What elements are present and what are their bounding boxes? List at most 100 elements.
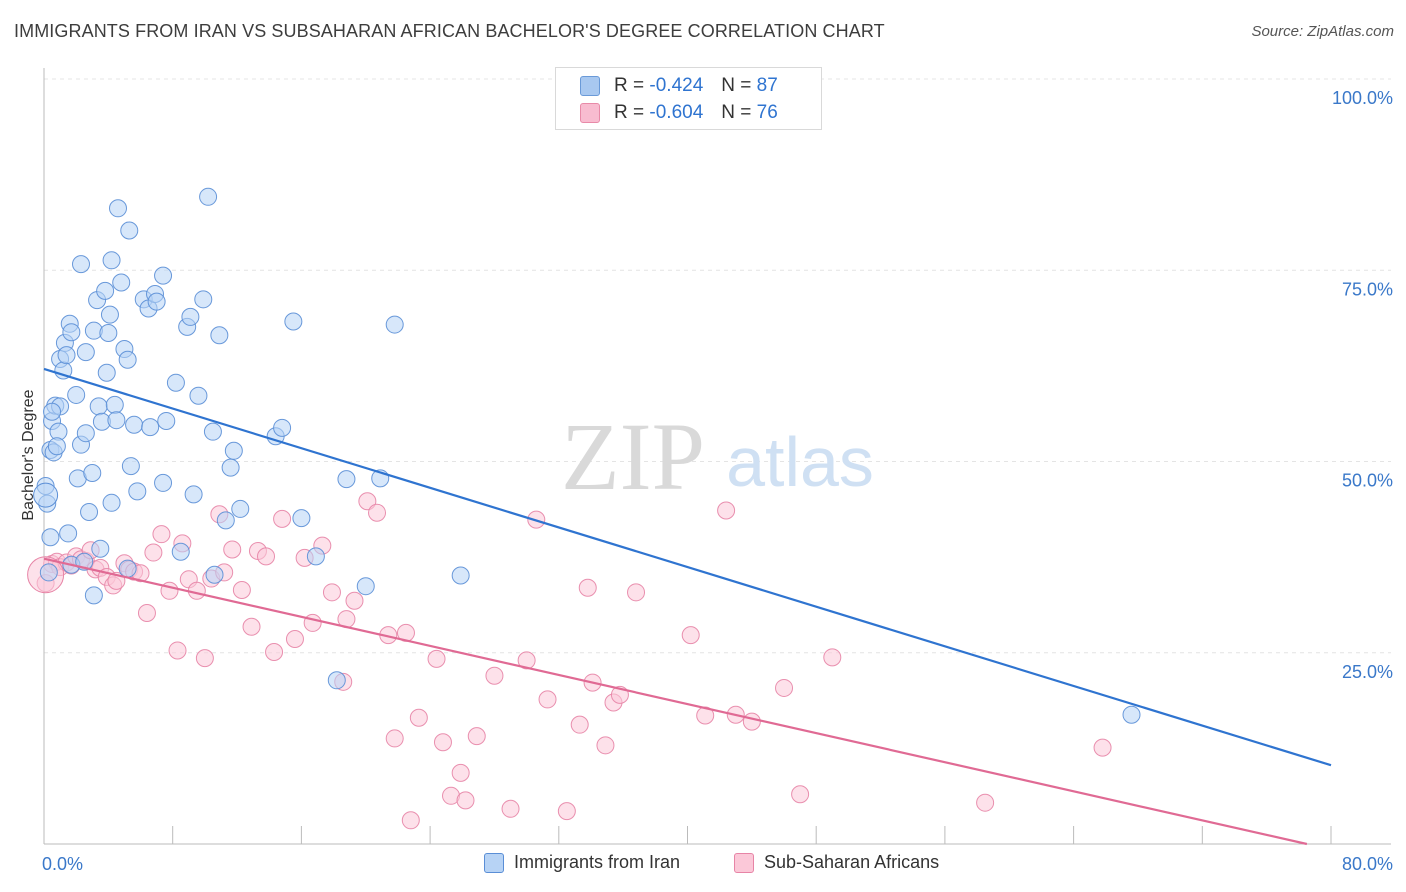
iran-point [80, 502, 99, 521]
iran-point [41, 528, 60, 547]
iran-point [210, 326, 229, 345]
series-legend: Immigrants from Iran Sub-Saharan African… [0, 852, 1406, 878]
legend-row-iran: R = -0.424 N = 87 [580, 73, 778, 99]
iran-point [356, 577, 375, 596]
watermark-zip: ZIP [561, 403, 705, 510]
sub-saharan-point [742, 712, 761, 731]
legend-label-subsaharan: Sub-Saharan Africans [764, 852, 940, 872]
iran-point [120, 221, 139, 240]
iran-point [451, 566, 470, 585]
iran-point [43, 402, 62, 421]
iran-point [194, 290, 213, 309]
sub-saharan-point [257, 547, 276, 566]
x-tick-label: 80.0% [1342, 854, 1393, 874]
iran-point [231, 499, 250, 518]
iran-point [203, 422, 222, 441]
sub-saharan-point [409, 708, 428, 727]
sub-saharan-point [627, 583, 646, 602]
iran-point [105, 395, 124, 414]
iran-point [84, 586, 103, 605]
y-tick-label: 25.0% [1342, 662, 1393, 682]
iran-point [121, 457, 140, 476]
sub-saharan-point [427, 649, 446, 668]
sub-saharan-point [517, 651, 536, 670]
y-tick-label: 50.0% [1342, 471, 1393, 491]
iran-point [99, 323, 118, 342]
y-tick-label: 100.0% [1332, 88, 1393, 108]
iran-point [118, 350, 137, 369]
sub-saharan-point [596, 736, 615, 755]
iran-point [154, 473, 173, 492]
sub-saharan-point [385, 729, 404, 748]
legend-n-value: 87 [756, 75, 778, 96]
watermark-atlas: atlas [726, 423, 874, 501]
iran-point [221, 458, 240, 477]
sub-saharan-point [578, 578, 597, 597]
sub-saharan-points [27, 492, 1112, 830]
sub-saharan-point [1093, 738, 1112, 757]
subsaharan-trend-line [43, 557, 1308, 846]
sub-saharan-point [358, 492, 377, 511]
iran-point [292, 509, 311, 528]
iran-point [57, 346, 76, 365]
iran-point [224, 441, 243, 460]
iran-point [112, 273, 131, 292]
sub-saharan-point [242, 617, 261, 636]
legend-item-iran[interactable]: Immigrants from Iran [484, 852, 680, 873]
iran-point [385, 315, 404, 334]
sub-saharan-point [823, 648, 842, 667]
iran-point [184, 485, 203, 504]
y-tick-label: 75.0% [1342, 279, 1393, 299]
sub-saharan-point [144, 543, 163, 562]
iran-point [154, 266, 173, 285]
legend-swatch-subsaharan [734, 852, 754, 873]
iran-trend-line [43, 367, 1332, 767]
sub-saharan-point [401, 811, 420, 830]
x-tick-label: 0.0% [42, 854, 83, 874]
sub-saharan-point [152, 525, 171, 544]
sub-saharan-point [195, 649, 214, 668]
iran-point [33, 482, 59, 508]
sub-saharan-point [433, 733, 452, 752]
sub-saharan-point [456, 791, 475, 810]
sub-saharan-point [791, 785, 810, 804]
iran-point [97, 363, 116, 382]
iran-point [83, 463, 102, 482]
legend-swatch-subsaharan [580, 103, 600, 123]
sub-saharan-point [570, 715, 589, 734]
iran-point [273, 418, 292, 437]
iran-point [306, 547, 325, 566]
sub-saharan-point [223, 540, 242, 559]
legend-n-label: N = [721, 102, 752, 123]
sub-saharan-point [168, 641, 187, 660]
iran-point [39, 563, 58, 582]
iran-point [76, 343, 95, 362]
legend-n-value: 76 [756, 102, 778, 123]
iran-point [107, 411, 126, 430]
iran-point [102, 493, 121, 512]
sub-saharan-point [501, 799, 520, 818]
gridlines [44, 78, 1391, 654]
iran-point [181, 307, 200, 326]
sub-saharan-point [775, 678, 794, 697]
sub-saharan-point [345, 591, 364, 610]
legend-label-iran: Immigrants from Iran [514, 852, 681, 872]
sub-saharan-point [368, 503, 387, 522]
sub-saharan-point [451, 763, 470, 782]
sub-saharan-point [557, 802, 576, 821]
sub-saharan-point [538, 690, 557, 709]
sub-saharan-point [485, 666, 504, 685]
correlation-legend: R = -0.424 N = 87 R = -0.604 N = 76 [555, 67, 822, 130]
iran-point [125, 415, 144, 434]
iran-point [147, 292, 166, 311]
legend-r-label: R = [614, 75, 645, 96]
source-label: Source: ZipAtlas.com [1251, 23, 1394, 40]
sub-saharan-point [232, 581, 251, 600]
legend-n-label: N = [721, 75, 752, 96]
legend-item-subsaharan[interactable]: Sub-Saharan Africans [734, 852, 939, 873]
iran-point [199, 187, 218, 206]
iran-point [166, 373, 185, 392]
legend-r-value: -0.424 [649, 75, 704, 96]
iran-point [72, 255, 91, 274]
